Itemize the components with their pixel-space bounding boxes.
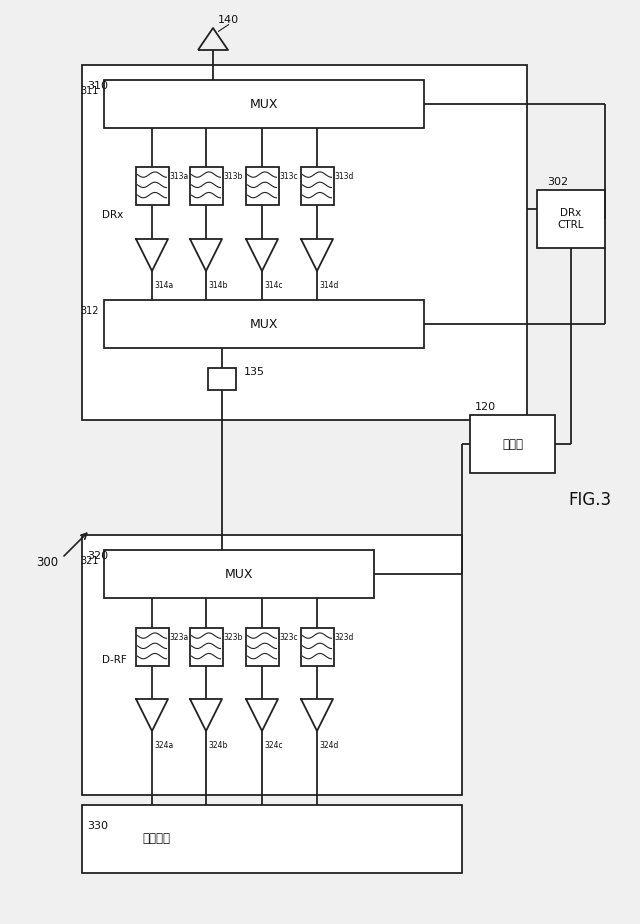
Bar [104,80,424,128]
Bar [136,628,168,666]
Text: MUX: MUX [250,318,278,331]
Text: 314c: 314c [264,281,283,290]
Text: 140: 140 [218,15,239,25]
Text: 310: 310 [87,81,108,91]
Text: D-RF: D-RF [102,655,127,665]
Text: 313b: 313b [223,172,243,181]
Bar [301,628,333,666]
Text: 311: 311 [81,86,99,96]
Text: 302: 302 [547,177,568,187]
Text: DRx
CTRL: DRx CTRL [557,208,584,230]
Text: 324d: 324d [319,741,339,750]
Text: 135: 135 [244,367,265,377]
Bar [104,550,374,598]
Bar [136,167,168,205]
Text: MUX: MUX [250,98,278,111]
Text: 312: 312 [81,306,99,316]
Bar [208,368,236,390]
Text: MUX: MUX [225,567,253,580]
Bar [82,805,462,873]
Bar [189,628,223,666]
Text: 314a: 314a [154,281,173,290]
Text: 330: 330 [87,821,108,831]
Text: 送受信器: 送受信器 [142,833,170,845]
Text: 324a: 324a [154,741,173,750]
Text: 313c: 313c [280,172,298,181]
Text: FIG.3: FIG.3 [568,491,612,509]
Bar [301,167,333,205]
Bar [82,65,527,420]
Text: 320: 320 [87,551,108,561]
Text: 制御器: 制御器 [502,437,523,451]
Text: 120: 120 [475,402,496,412]
Bar [470,415,555,473]
Text: 300: 300 [36,555,58,568]
Text: 324c: 324c [264,741,283,750]
Bar [246,628,278,666]
Text: 314d: 314d [319,281,339,290]
Bar [82,535,462,795]
Text: DRx: DRx [102,210,124,220]
Bar [189,167,223,205]
Text: 314b: 314b [208,281,227,290]
Bar [537,190,605,248]
Bar [246,167,278,205]
Bar [104,300,424,348]
Text: 323d: 323d [335,633,354,642]
Text: 323c: 323c [280,633,298,642]
Text: 313d: 313d [335,172,354,181]
Text: 313a: 313a [170,172,189,181]
Text: 323b: 323b [223,633,243,642]
Text: 321: 321 [81,556,99,566]
Text: 323a: 323a [170,633,189,642]
Text: 324b: 324b [208,741,227,750]
